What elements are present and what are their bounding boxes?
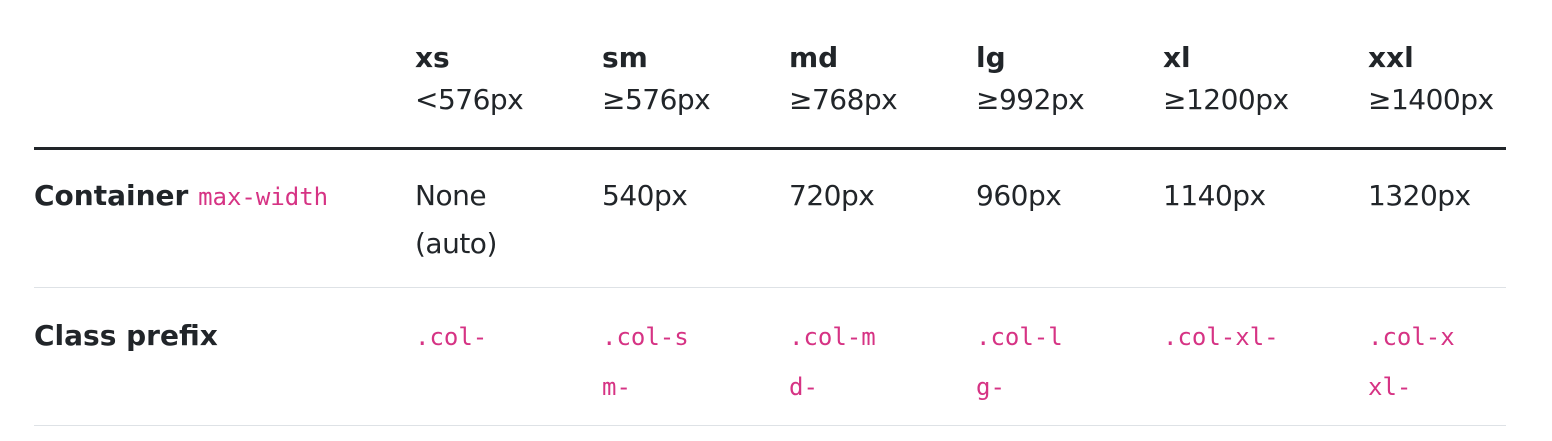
prefix-code: .col-xl- <box>1163 322 1279 351</box>
header-cell-xs: xs <576px <box>415 0 602 150</box>
breakpoint-name: xs <box>415 41 450 74</box>
header-cell-sm: sm ≥576px <box>602 0 789 150</box>
breakpoint-range: <576px <box>415 83 524 116</box>
container-cell-lg: 960px <box>976 148 1163 288</box>
breakpoint-range: ≥576px <box>602 83 711 116</box>
prefix-code: .col- <box>415 322 488 351</box>
breakpoint-name: md <box>789 41 839 74</box>
breakpoint-name: sm <box>602 41 648 74</box>
header-cell-xxl: xxl ≥1400px <box>1368 0 1506 150</box>
breakpoint-range: ≥1200px <box>1163 83 1289 116</box>
cell-value: None (auto) <box>415 178 497 260</box>
breakpoints-table: xs <576px sm ≥576px md ≥768px lg ≥992px … <box>34 0 1506 426</box>
row-label-text: Container <box>34 178 189 212</box>
header-row: xs <576px sm ≥576px md ≥768px lg ≥992px … <box>34 0 1506 150</box>
header-empty-cell <box>34 0 415 150</box>
prefix-cell-sm: .col-sm- <box>602 287 789 426</box>
prefix-code: .col-xxl- <box>1368 322 1455 401</box>
container-cell-md: 720px <box>789 148 976 288</box>
breakpoint-range: ≥992px <box>976 83 1085 116</box>
table-row-container: Container max-width None (auto) 540px 72… <box>34 148 1506 288</box>
prefix-code: .col-sm- <box>602 322 689 401</box>
prefix-cell-md: .col-md- <box>789 287 976 426</box>
prefix-cell-xl: .col-xl- <box>1163 287 1368 426</box>
row-label-code: max-width <box>198 182 329 211</box>
prefix-cell-xs: .col- <box>415 287 602 426</box>
header-cell-md: md ≥768px <box>789 0 976 150</box>
prefix-code: .col-lg- <box>976 322 1063 401</box>
row-label-container: Container max-width <box>34 148 415 288</box>
prefix-cell-xxl: .col-xxl- <box>1368 287 1506 426</box>
table-row-class-prefix: Class prefix .col- .col-sm- .col-md- .co… <box>34 287 1506 426</box>
breakpoint-range: ≥768px <box>789 83 898 116</box>
header-cell-lg: lg ≥992px <box>976 0 1163 150</box>
header-cell-xl: xl ≥1200px <box>1163 0 1368 150</box>
container-cell-xs: None (auto) <box>415 148 602 288</box>
breakpoint-name: xl <box>1163 41 1191 74</box>
prefix-code: .col-md- <box>789 322 876 401</box>
container-cell-sm: 540px <box>602 148 789 288</box>
row-label-class-prefix: Class prefix <box>34 287 415 426</box>
container-cell-xxl: 1320px <box>1368 148 1506 288</box>
container-cell-xl: 1140px <box>1163 148 1368 288</box>
breakpoint-name: xxl <box>1368 41 1414 74</box>
breakpoint-name: lg <box>976 41 1006 74</box>
prefix-cell-lg: .col-lg- <box>976 287 1163 426</box>
breakpoint-range: ≥1400px <box>1368 83 1494 116</box>
